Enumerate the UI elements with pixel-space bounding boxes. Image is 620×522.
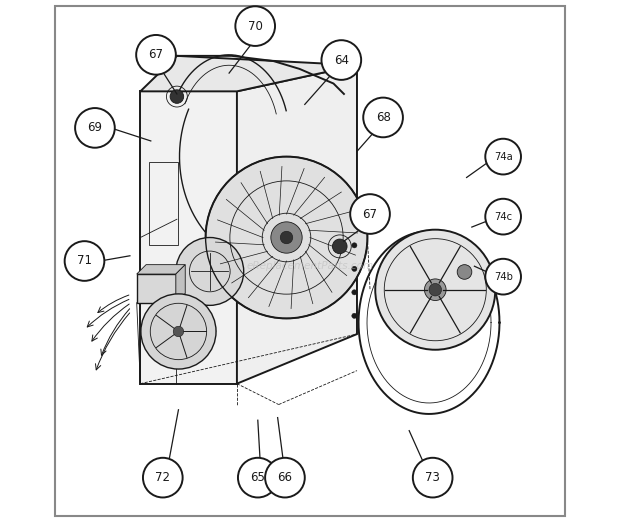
Circle shape <box>141 294 216 369</box>
Text: 68: 68 <box>376 111 391 124</box>
Circle shape <box>375 230 495 350</box>
Circle shape <box>75 108 115 148</box>
Circle shape <box>332 239 347 254</box>
Circle shape <box>64 241 104 281</box>
Text: 69: 69 <box>87 122 102 134</box>
Circle shape <box>143 458 183 497</box>
Text: 67: 67 <box>363 208 378 220</box>
Circle shape <box>236 6 275 46</box>
Text: 74c: 74c <box>494 211 512 222</box>
Circle shape <box>413 458 453 497</box>
Text: 74b: 74b <box>494 271 513 282</box>
Text: 64: 64 <box>334 54 349 66</box>
Circle shape <box>271 222 302 253</box>
Circle shape <box>176 238 244 305</box>
Circle shape <box>322 40 361 80</box>
Text: 74a: 74a <box>494 151 513 162</box>
Circle shape <box>280 231 293 244</box>
Circle shape <box>173 326 184 337</box>
Circle shape <box>136 35 176 75</box>
Text: 70: 70 <box>248 20 263 32</box>
Text: 72: 72 <box>155 471 170 484</box>
Circle shape <box>429 283 441 296</box>
Polygon shape <box>140 56 357 91</box>
Circle shape <box>352 266 357 271</box>
Circle shape <box>352 313 357 318</box>
Text: 73: 73 <box>425 471 440 484</box>
Circle shape <box>457 265 472 279</box>
Circle shape <box>352 290 357 295</box>
Circle shape <box>485 199 521 234</box>
Circle shape <box>265 458 305 497</box>
Text: 65: 65 <box>250 471 265 484</box>
Circle shape <box>238 458 278 497</box>
Text: 66: 66 <box>277 471 293 484</box>
Polygon shape <box>136 265 185 274</box>
Circle shape <box>170 90 184 103</box>
Circle shape <box>352 243 357 248</box>
Bar <box>149 162 178 245</box>
Circle shape <box>485 259 521 294</box>
Text: 71: 71 <box>77 255 92 267</box>
Circle shape <box>485 139 521 174</box>
Text: eReplacementParts.com: eReplacementParts.com <box>246 261 374 271</box>
Polygon shape <box>237 65 357 384</box>
Circle shape <box>425 279 446 301</box>
Circle shape <box>363 98 403 137</box>
Text: 67: 67 <box>149 49 164 61</box>
Polygon shape <box>140 91 237 384</box>
Circle shape <box>206 157 368 318</box>
Polygon shape <box>176 265 185 303</box>
Circle shape <box>350 194 390 234</box>
Bar <box>136 274 176 303</box>
